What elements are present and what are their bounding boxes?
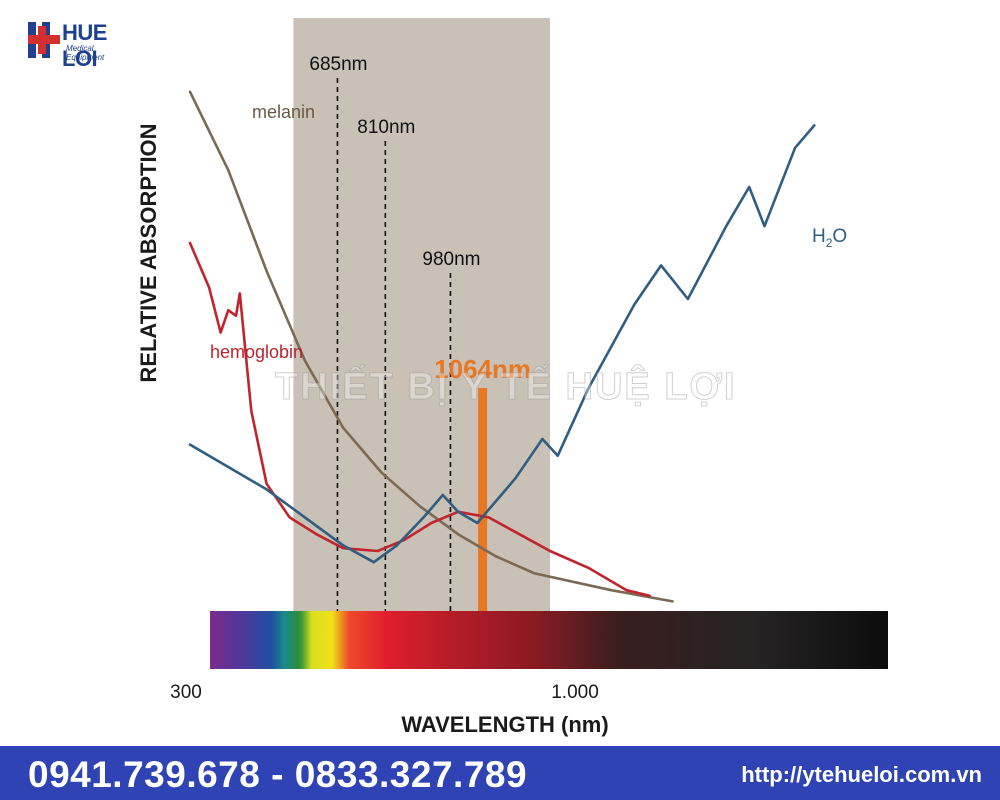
footer-phones: 0941.739.678 - 0833.327.789 (28, 754, 528, 795)
marker-label-1064: 1064nm (434, 354, 531, 384)
medical-cross-icon (28, 22, 60, 58)
marker-label-685: 685nm (309, 54, 367, 75)
logo-text: HUE LOI (62, 20, 107, 71)
marker-label-810: 810nm (357, 117, 415, 138)
shaded-band (293, 18, 551, 611)
series-line-melanin (188, 90, 674, 603)
series-label-water: H2O (812, 226, 847, 250)
series-line-hemoglobin (188, 241, 651, 598)
x-tick-1000: 1.000 (551, 682, 599, 703)
spectrum-bar (210, 611, 888, 669)
x-tick-300: 300 (170, 682, 202, 703)
x-axis-label: WAVELENGTH (nm) (401, 712, 608, 737)
brand-logo: HUE LOI Medical Equipment (28, 20, 128, 71)
y-axis-label: RELATIVE ABSORPTION (136, 123, 161, 382)
watermark: THIẾT BỊ Y TẾ HUỆ LỢI (275, 366, 737, 409)
logo-subtitle: Medical Equipment (66, 44, 105, 62)
series-label-melanin: melanin (252, 102, 315, 122)
marker-line-1064 (478, 388, 488, 611)
marker-label-980: 980nm (422, 249, 480, 270)
water-label-h: H (812, 226, 826, 247)
series-label-hemoglobin: hemoglobin (210, 342, 303, 362)
footer-website[interactable]: http://ytehueloi.com.vn (741, 762, 982, 787)
absorption-chart: 685nm 810nm 980nm 1064nm melanin hemoglobin… (136, 18, 888, 737)
series-line-h2o (188, 124, 816, 564)
water-label-sub: 2 (826, 236, 833, 250)
water-label-o: O (832, 226, 847, 247)
footer-bar: 0941.739.678 - 0833.327.789 http://ytehu… (0, 746, 1000, 800)
